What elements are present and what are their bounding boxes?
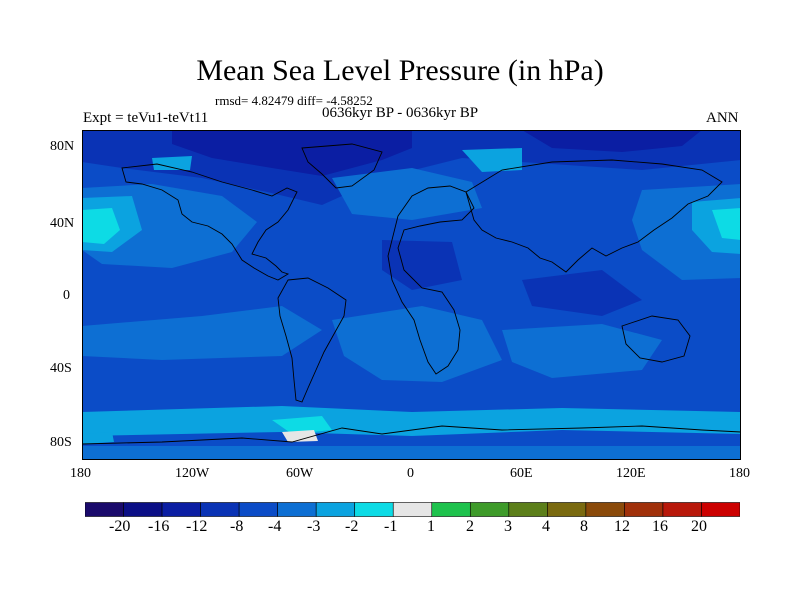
colorbar-box [161, 502, 201, 517]
coastline [82, 143, 741, 445]
colorbar-label: 20 [691, 518, 707, 535]
field-ross-light [82, 432, 114, 444]
field-weddell-cyan [272, 416, 332, 434]
field-antarctica [82, 446, 741, 460]
lon-tick-120e: 120E [616, 466, 646, 481]
colorbar-box [277, 502, 317, 517]
colorbar-label: -8 [230, 518, 244, 535]
coast-north-america [121, 163, 298, 281]
colorbar-label: 1 [427, 518, 435, 535]
colorbar-box [624, 502, 664, 517]
colorbar-label: 12 [614, 518, 630, 535]
colorbar-label: -20 [109, 518, 131, 535]
lon-tick-180w: 180 [70, 466, 91, 481]
colorbar-box [508, 502, 548, 517]
colorbar-label: -1 [384, 518, 398, 535]
lon-tick-120w: 120W [175, 466, 210, 481]
colorbar-label: -16 [148, 518, 170, 535]
colorbar-box [85, 502, 124, 517]
lat-tick-0: 0 [63, 288, 70, 303]
colorbar-box [315, 502, 356, 517]
lon-tick-180e: 180 [729, 466, 750, 481]
lat-tick-40n: 40N [50, 216, 75, 231]
map-field [82, 130, 741, 460]
map-frame [82, 130, 741, 460]
colorbar-label: -2 [345, 518, 359, 535]
field-sind-high [502, 324, 662, 378]
stats-label: rmsd= 4.82479 diff= -4.58252 [215, 93, 373, 108]
colorbar-label: 2 [466, 518, 474, 535]
coast-south-america [277, 277, 347, 403]
plot-title: Mean Sea Level Pressure (in hPa) [196, 54, 604, 87]
field-bering-light [152, 156, 192, 170]
lat-tick-80s: 80S [50, 435, 72, 450]
coast-greenland [301, 143, 383, 189]
colorbar-label: 8 [580, 518, 588, 535]
colorbar-label: 3 [504, 518, 512, 535]
colorbar-box [585, 502, 625, 517]
lat-tick-40s: 40S [50, 361, 72, 376]
colorbar-label: 4 [542, 518, 550, 535]
lon-tick-60e: 60E [510, 466, 533, 481]
colorbar-box [238, 502, 278, 517]
colorbar-label: -3 [307, 518, 321, 535]
field-ind-tropics-dark [522, 270, 642, 316]
field-spac-high [82, 306, 322, 360]
coast-australia [621, 315, 691, 363]
colorbar-box [354, 502, 394, 517]
map-panel [82, 130, 741, 460]
lon-tick-0: 0 [407, 466, 414, 481]
field-natl-high [332, 168, 482, 220]
lon-tick-60w: 60W [286, 466, 314, 481]
field-barents-light [462, 148, 522, 172]
field-wpac-core-cyan [712, 208, 741, 240]
experiment-label: Expt = teVu1-teVt11 [83, 110, 209, 126]
field-npac-core-cyan [82, 208, 120, 244]
field-siberia-low [522, 130, 702, 152]
colorbar-label: -12 [186, 518, 208, 535]
season-label: ANN [706, 110, 739, 126]
colorbar-box [701, 502, 740, 517]
field-satl-high [332, 306, 502, 382]
colorbar-box [431, 502, 471, 517]
coast-europe-africa [387, 185, 475, 375]
colorbar-box [392, 502, 433, 517]
period-label: 0636kyr BP - 0636kyr BP [322, 105, 479, 121]
colorbar-label: -4 [268, 518, 282, 535]
colorbar-box [123, 502, 163, 517]
lat-tick-80n: 80N [50, 139, 75, 154]
field-weddell-white [282, 430, 318, 442]
colorbar [85, 502, 740, 517]
field-arctic-deep-low [172, 130, 412, 176]
colorbar-box [469, 502, 510, 517]
colorbar-box [547, 502, 587, 517]
field-east-ant-light [692, 418, 741, 432]
colorbar-box [662, 502, 702, 517]
colorbar-box [200, 502, 240, 517]
coast-asia [465, 159, 723, 273]
coast-antarctica [82, 425, 741, 445]
colorbar-label: 16 [652, 518, 668, 535]
field-atl-tropics-dark [382, 240, 462, 290]
